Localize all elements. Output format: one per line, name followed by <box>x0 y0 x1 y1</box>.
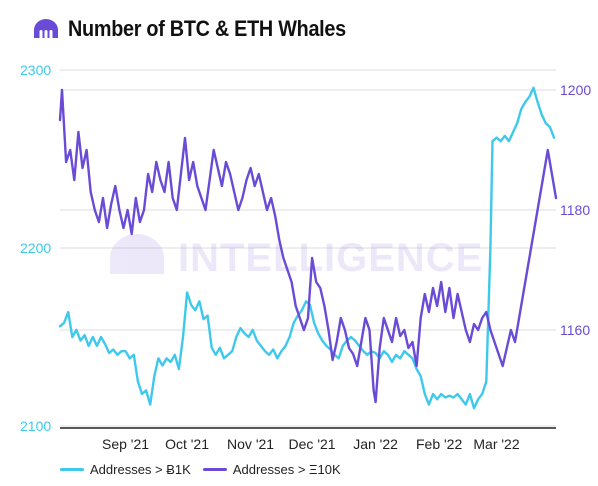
watermark: INTELLIGENCE <box>110 234 483 280</box>
legend-label-eth: Addresses > Ξ10K <box>232 462 341 477</box>
right-tick-label-2: 1160 <box>560 322 590 338</box>
x-tick-label-4: Jan '22 <box>353 436 398 452</box>
x-tick-label-0: Sep '21 <box>102 436 149 452</box>
legend-item-btc[interactable]: Addresses > Ƀ1K <box>60 462 191 477</box>
x-tick-label-1: Oct '21 <box>165 436 209 452</box>
x-axis-ticks: Sep '21 Oct '21 Nov '21 Dec '21 Jan '22 Feb '… <box>102 436 520 452</box>
right-tick-label-1: 1180 <box>560 202 590 218</box>
right-axis-ticks: 1200 1180 1160 <box>560 82 591 338</box>
x-tick-label-3: Dec '21 <box>289 436 336 452</box>
chart-title: Number of BTC & ETH Whales <box>68 16 346 41</box>
left-axis-ticks: 2300 2200 2100 <box>20 62 51 434</box>
grid-lines <box>60 69 556 427</box>
x-tick-label-5: Feb '22 <box>416 436 462 452</box>
left-tick-label-0: 2300 <box>20 62 51 78</box>
watermark-text: INTELLIGENCE <box>178 236 483 280</box>
legend-label-btc: Addresses > Ƀ1K <box>90 462 191 477</box>
left-tick-label-1: 2200 <box>20 240 51 256</box>
legend-item-eth[interactable]: Addresses > Ξ10K <box>202 462 341 477</box>
brand-logo-icon <box>34 19 58 39</box>
legend-swatch-btc <box>60 468 84 471</box>
legend-swatch-eth <box>202 468 227 471</box>
left-tick-label-2: 2100 <box>20 418 51 434</box>
x-tick-label-6: Mar '22 <box>473 436 519 452</box>
series-line-1 <box>58 88 558 404</box>
series-lines <box>58 86 558 410</box>
legend: Addresses > Ƀ1K Addresses > Ξ10K <box>60 462 353 477</box>
right-tick-label-0: 1200 <box>560 82 591 98</box>
chart-title-row: Number of BTC & ETH Whales <box>32 14 377 44</box>
x-tick-label-2: Nov '21 <box>227 436 274 452</box>
